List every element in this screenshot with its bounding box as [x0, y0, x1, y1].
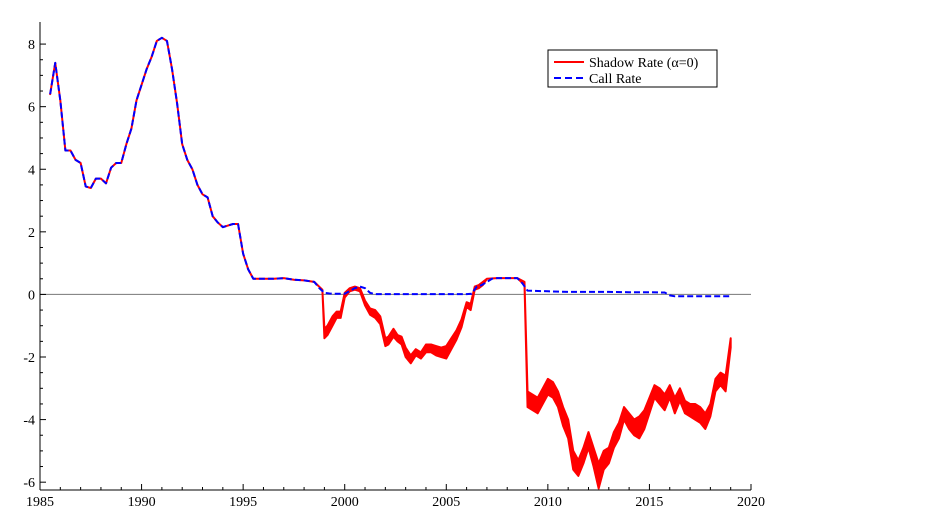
- y-tick-label: 6: [28, 101, 35, 116]
- plot-area: [40, 36, 751, 490]
- y-tick-label: -6: [23, 476, 35, 491]
- y-tick-label: -4: [23, 414, 35, 429]
- x-tick-label: 2000: [331, 495, 359, 510]
- x-tick-label: 2010: [534, 495, 562, 510]
- legend-label-call-rate: Call Rate: [589, 72, 642, 87]
- y-tick-label: 2: [28, 226, 35, 241]
- x-tick-label: 1985: [26, 495, 54, 510]
- legend-box: [547, 49, 718, 88]
- series-layer: [49, 36, 732, 490]
- series-call-rate: [49, 36, 731, 298]
- x-tick-label: 1995: [229, 495, 257, 510]
- y-tick-label: 0: [28, 288, 35, 303]
- x-tick-label: 2015: [635, 495, 663, 510]
- series-shadow-rate: [49, 36, 732, 490]
- y-tick-label: 4: [28, 163, 35, 178]
- axes: 1985 1990 1995 2000 2005 2010 2015 2020 -6 -4 -2 0…: [23, 22, 765, 510]
- y-tick-label: 8: [28, 38, 35, 53]
- x-axis-ticks: 1985 1990 1995 2000 2005 2010 2015 2020: [26, 484, 765, 510]
- y-tick-label: -2: [23, 351, 35, 366]
- legend-label-shadow-rate: Shadow Rate (α=0): [589, 56, 699, 71]
- y-axis-ticks: -6 -4 -2 0 2 4 6 8: [23, 38, 46, 491]
- x-tick-label: 2020: [737, 495, 765, 510]
- legend: Shadow Rate (α=0) Call Rate: [547, 49, 718, 88]
- x-tick-label: 2005: [432, 495, 460, 510]
- x-tick-label: 1990: [128, 495, 156, 510]
